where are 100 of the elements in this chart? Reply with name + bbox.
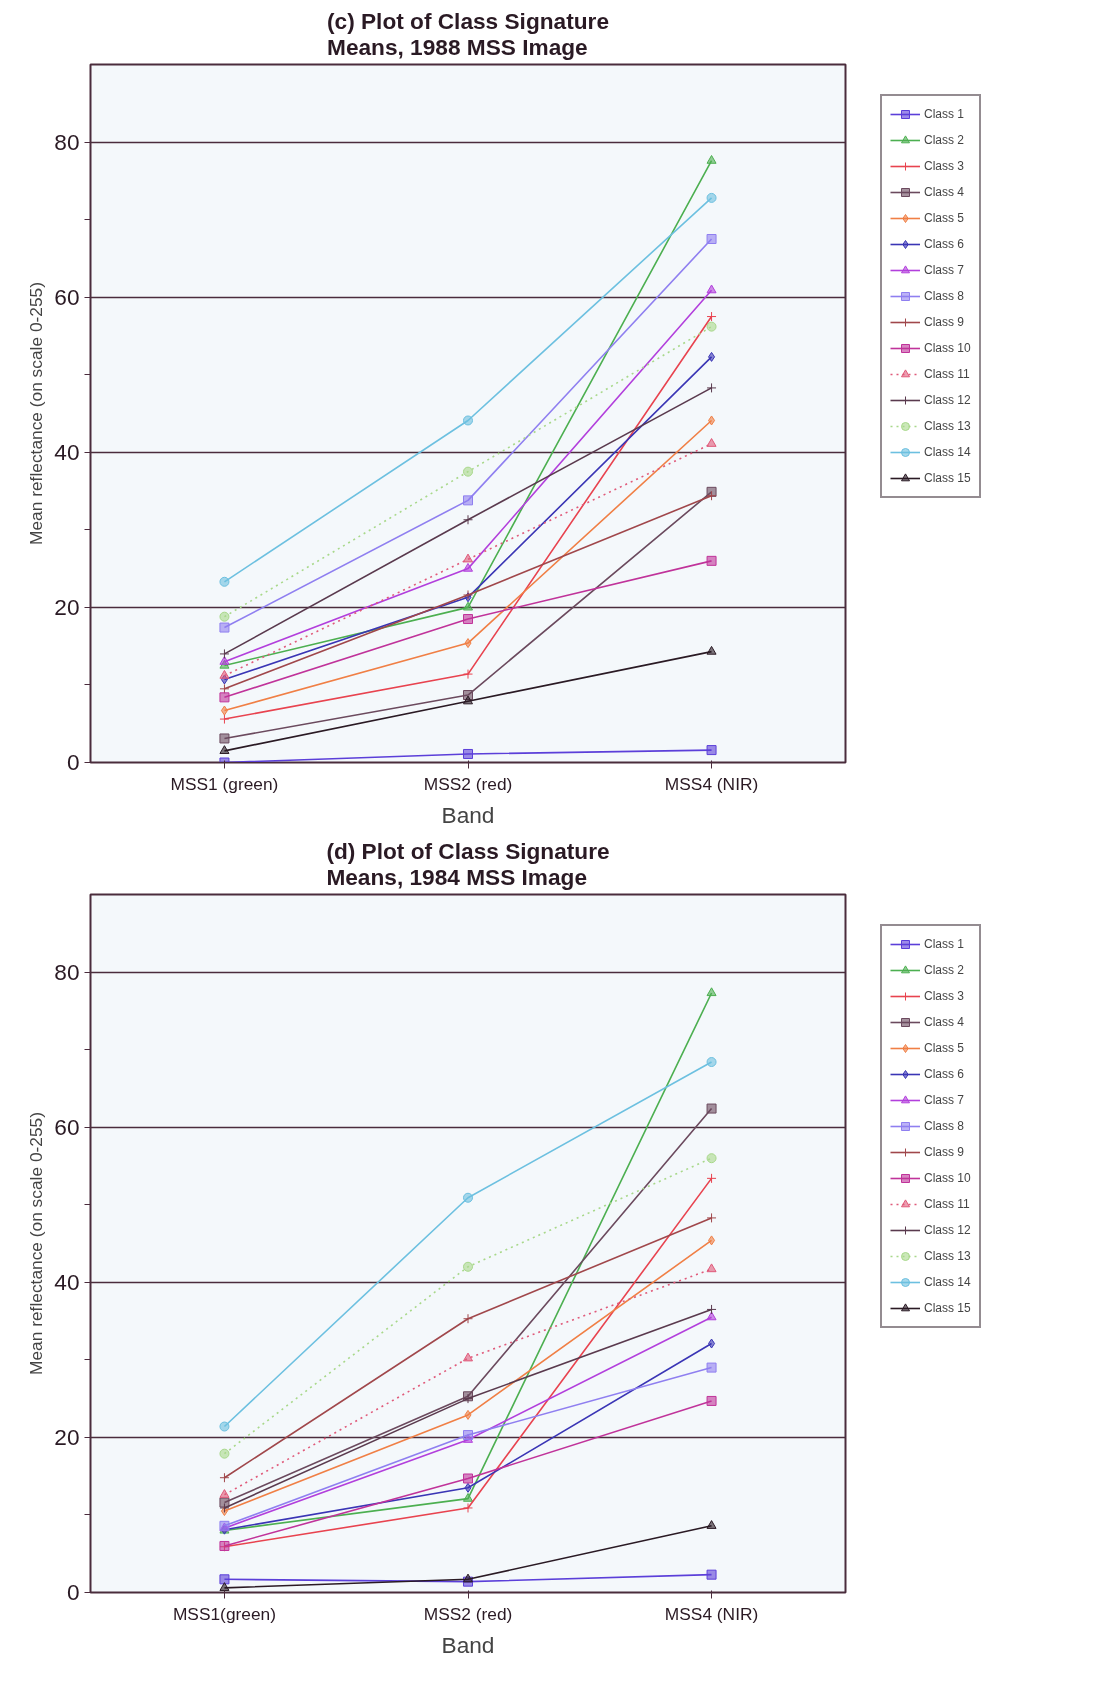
y-tick-label: 20: [54, 1423, 80, 1450]
y-tick-label: 20: [54, 593, 80, 620]
point: [706, 1569, 717, 1580]
legend-label: Class 14: [924, 1275, 971, 1289]
point: [706, 284, 717, 294]
point: [463, 562, 473, 572]
legend-label: Class 8: [924, 289, 965, 303]
point: [219, 692, 230, 703]
x-tick-label: MSS1(green): [172, 1603, 276, 1624]
legend-label: Class 6: [924, 237, 965, 251]
legend-label: Class 12: [924, 1223, 971, 1237]
point: [706, 1520, 717, 1529]
y-tick-label: 40: [54, 438, 80, 465]
point: [219, 1582, 230, 1591]
point: [706, 1103, 717, 1114]
legend-label: Class 5: [924, 211, 965, 225]
point: [463, 466, 473, 477]
point: [706, 1212, 717, 1223]
x-axis-title: Band: [441, 801, 495, 828]
point: [463, 695, 473, 705]
y-tick-label: 60: [54, 283, 80, 310]
point: [706, 745, 717, 756]
point: [219, 745, 230, 754]
point: [706, 1311, 717, 1321]
point: [219, 669, 230, 679]
x-tick-label: MSS4 (NIR): [664, 1603, 759, 1624]
legend-label: Class 4: [924, 185, 965, 199]
point: [219, 1574, 230, 1585]
point: [463, 1492, 473, 1502]
legend-label: Class 9: [924, 1145, 965, 1159]
point: [706, 490, 717, 501]
y-tick-label: 80: [54, 958, 80, 985]
point: [219, 1489, 230, 1498]
legend-label: Class 2: [924, 963, 965, 977]
legend-label: Class 9: [924, 315, 965, 329]
y-tick-label: 0: [66, 1579, 80, 1605]
point: [463, 495, 473, 506]
point: [463, 1261, 473, 1272]
legend-label: Class 12: [924, 393, 971, 407]
point: [463, 1502, 473, 1513]
point: [706, 555, 717, 566]
point: [463, 1573, 473, 1583]
point: [219, 1497, 230, 1508]
point: [706, 321, 717, 332]
point: [463, 553, 473, 563]
point: [706, 1173, 717, 1184]
point: [219, 1448, 230, 1459]
point: [706, 382, 717, 393]
point: [706, 1304, 717, 1315]
point: [464, 1482, 472, 1493]
point: [706, 311, 717, 322]
point: [706, 1057, 717, 1068]
point: [463, 1473, 473, 1484]
point: [706, 192, 717, 203]
point: [220, 705, 228, 716]
point: [708, 1235, 716, 1246]
legend-label: Class 10: [924, 1171, 971, 1185]
legend-label: Class 3: [924, 159, 965, 173]
legend-label: Class 13: [924, 1249, 971, 1263]
point: [708, 415, 716, 426]
legend-label: Class 11: [924, 1197, 970, 1211]
point: [706, 1153, 717, 1164]
y-tick-label: 0: [66, 749, 80, 775]
chart-title: (d) Plot of Class Signature Means, 1984 MSS Image: [326, 837, 610, 890]
point: [219, 683, 230, 694]
x-axis-title: Band: [441, 1631, 495, 1658]
point: [463, 669, 473, 680]
point: [706, 987, 717, 997]
x-tick-label: MSS2 (red): [423, 1603, 513, 1624]
y-axis-title: Mean reflectance (on scale 0-255): [26, 282, 47, 545]
legend-label: Class 11: [924, 367, 970, 381]
point: [463, 1192, 473, 1203]
legend-label: Class 4: [924, 1015, 965, 1029]
point: [219, 733, 230, 744]
point: [706, 1362, 717, 1373]
y-tick-label: 60: [54, 1113, 80, 1140]
point: [219, 622, 230, 633]
x-tick-label: MSS2 (red): [423, 773, 513, 794]
point: [219, 714, 230, 725]
legend-label: Class 13: [924, 419, 971, 433]
point: [219, 611, 230, 622]
point: [463, 614, 473, 625]
legend-label: Class 14: [924, 445, 971, 459]
point: [219, 1502, 230, 1513]
legend-label: Class 7: [924, 263, 965, 277]
point: [706, 1263, 717, 1273]
point: [219, 655, 230, 665]
point: [463, 1352, 473, 1362]
legend-label: Class 7: [924, 1093, 965, 1107]
point: [463, 514, 473, 525]
point: [706, 234, 717, 244]
point: [219, 576, 230, 587]
point: [463, 748, 473, 759]
point: [219, 648, 230, 659]
legend-label: Class 15: [924, 1301, 971, 1315]
point: [708, 351, 716, 362]
legend-label: Class 8: [924, 1119, 965, 1133]
point: [706, 1395, 717, 1406]
point: [464, 638, 472, 649]
y-tick-label: 80: [54, 128, 80, 155]
